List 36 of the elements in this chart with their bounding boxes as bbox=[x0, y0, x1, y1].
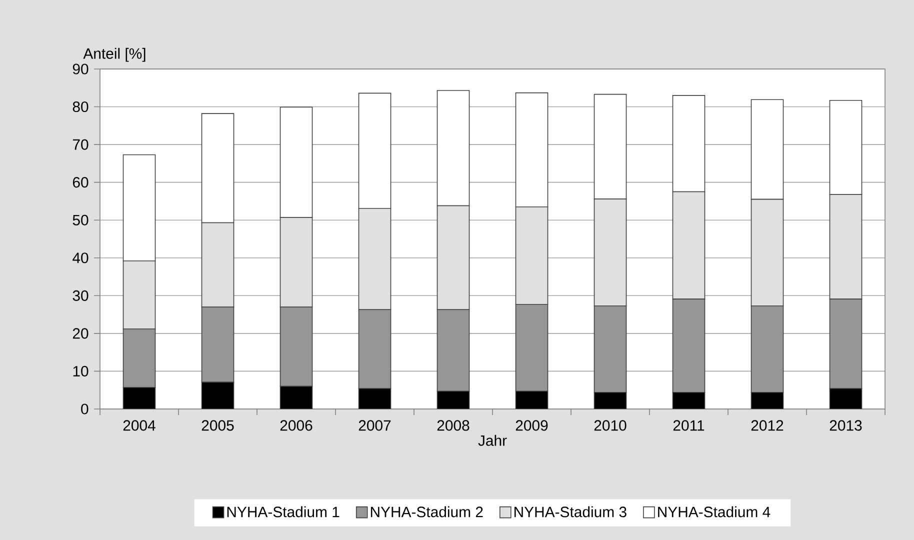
x-tick-label: 2008 bbox=[437, 420, 470, 431]
y-tick-label: 40 bbox=[72, 252, 88, 264]
x-tick-label: 2013 bbox=[830, 420, 862, 431]
bar bbox=[122, 387, 156, 409]
x-tick-label: 2004 bbox=[123, 420, 156, 431]
y-tick-label: 30 bbox=[72, 290, 88, 301]
x-tick-label: 2010 bbox=[594, 420, 626, 431]
x-tick-label: 2006 bbox=[280, 420, 312, 431]
x-tick-label: 2011 bbox=[673, 420, 704, 431]
bar bbox=[358, 388, 392, 409]
bar bbox=[672, 392, 706, 409]
y-tick-label: 90 bbox=[72, 64, 88, 74]
legend-label: NYHA-Stadium 4 bbox=[658, 506, 770, 518]
bar bbox=[750, 392, 784, 409]
bar bbox=[436, 390, 470, 409]
x-axis-title: Jahr bbox=[478, 434, 507, 446]
y-tick-label: 20 bbox=[72, 328, 88, 339]
x-tick-label: 2012 bbox=[751, 420, 784, 431]
y-tick-label: 80 bbox=[72, 101, 88, 112]
bar bbox=[594, 392, 627, 409]
y-tick-label: 60 bbox=[72, 177, 88, 188]
y-tick-label: 0 bbox=[81, 404, 88, 414]
bar bbox=[201, 382, 234, 409]
legend-label: NYHA-Stadium 1 bbox=[227, 506, 340, 518]
y-axis-title: Anteil [%] bbox=[83, 48, 146, 62]
y-tick-label: 50 bbox=[72, 214, 88, 226]
x-tick-label: 2005 bbox=[202, 420, 234, 431]
bar bbox=[829, 388, 862, 409]
x-tick-label: 2009 bbox=[516, 420, 548, 431]
x-tick-label: 2007 bbox=[358, 420, 391, 431]
y-tick-label: 10 bbox=[73, 366, 88, 376]
legend-label: NYHA-Stadium 2 bbox=[370, 506, 483, 518]
bar bbox=[515, 390, 548, 409]
y-tick-label: 70 bbox=[72, 139, 88, 150]
legend-label: NYHA-Stadium 3 bbox=[514, 506, 626, 518]
bar bbox=[280, 386, 313, 409]
